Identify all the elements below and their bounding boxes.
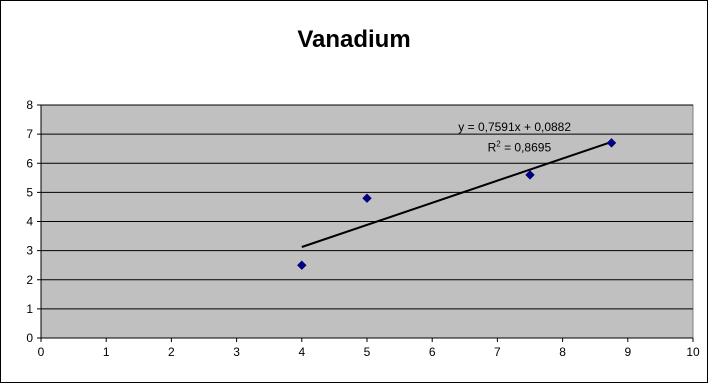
y-tick-label: 8 <box>26 98 33 112</box>
x-tick-label: 10 <box>686 345 700 359</box>
y-tick-label: 7 <box>26 127 33 141</box>
y-tick-label: 3 <box>26 244 33 258</box>
x-tick-label: 2 <box>168 345 175 359</box>
x-tick-label: 1 <box>103 345 110 359</box>
x-tick-label: 7 <box>494 345 501 359</box>
data-points <box>297 138 617 270</box>
x-tick-label: 4 <box>298 345 305 359</box>
r-squared-value: = 0,8695 <box>501 141 552 155</box>
data-point <box>297 260 307 270</box>
x-tick-label: 9 <box>624 345 631 359</box>
data-point <box>606 138 617 148</box>
y-tick-label: 0 <box>26 331 33 345</box>
y-axis-ticks: 0 1 2 3 4 5 6 7 8 <box>26 98 41 345</box>
trendline-r-squared: R2 = 0,8695 <box>488 140 552 155</box>
x-axis-ticks: 0 1 2 3 4 5 6 7 8 9 10 <box>38 338 700 359</box>
x-tick-label: 5 <box>364 345 371 359</box>
trendline <box>301 141 612 248</box>
trendline-equation: y = 0,7591x + 0,0882 <box>458 120 571 134</box>
y-tick-label: 1 <box>26 302 33 316</box>
y-tick-label: 5 <box>26 185 33 199</box>
x-tick-label: 6 <box>429 345 436 359</box>
y-tick-label: 4 <box>26 215 33 229</box>
grid-lines <box>41 104 693 310</box>
x-tick-label: 8 <box>559 345 566 359</box>
x-tick-label: 3 <box>233 345 240 359</box>
y-tick-label: 6 <box>26 156 33 170</box>
r-squared-prefix: R <box>488 141 497 155</box>
r-squared-exponent: 2 <box>496 140 501 149</box>
data-point <box>525 170 535 180</box>
chart-title: Vanadium <box>297 26 411 53</box>
data-point <box>362 193 372 203</box>
y-tick-label: 2 <box>26 273 33 287</box>
x-tick-label: 0 <box>38 345 45 359</box>
